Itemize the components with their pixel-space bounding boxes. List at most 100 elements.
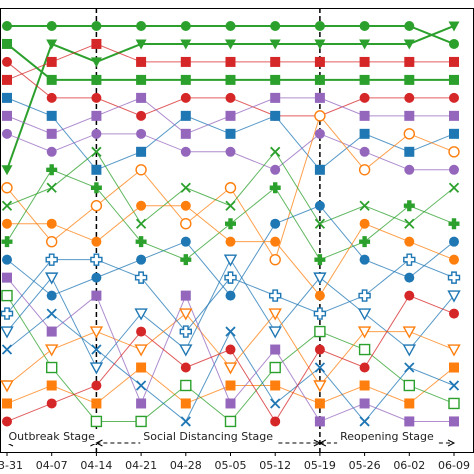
marker bbox=[314, 254, 326, 266]
marker bbox=[359, 56, 370, 67]
marker bbox=[135, 164, 147, 176]
marker bbox=[359, 74, 370, 85]
marker bbox=[1, 165, 13, 176]
marker bbox=[448, 182, 460, 193]
marker bbox=[404, 416, 415, 427]
x-tick-label: 05-05 bbox=[215, 459, 247, 472]
marker bbox=[225, 380, 236, 391]
marker bbox=[270, 416, 281, 427]
marker bbox=[314, 290, 325, 301]
marker bbox=[45, 253, 58, 266]
marker bbox=[404, 164, 415, 175]
marker bbox=[404, 56, 415, 67]
marker bbox=[46, 326, 57, 337]
marker bbox=[223, 362, 238, 375]
marker bbox=[46, 380, 57, 391]
marker bbox=[135, 39, 147, 50]
stage-label-bg bbox=[5, 429, 99, 444]
marker bbox=[404, 74, 415, 85]
marker bbox=[180, 362, 191, 373]
marker bbox=[91, 344, 102, 355]
marker bbox=[46, 20, 57, 31]
marker bbox=[0, 326, 14, 339]
marker bbox=[359, 39, 371, 50]
marker bbox=[449, 92, 459, 103]
marker bbox=[91, 110, 102, 121]
marker bbox=[180, 146, 191, 157]
stage-label-bg bbox=[337, 429, 438, 444]
marker bbox=[224, 182, 237, 194]
marker bbox=[314, 74, 325, 85]
marker bbox=[314, 20, 325, 31]
marker bbox=[46, 290, 57, 301]
marker bbox=[359, 380, 370, 391]
marker bbox=[46, 218, 57, 229]
marker bbox=[402, 326, 416, 339]
marker bbox=[359, 200, 370, 211]
marker bbox=[448, 397, 460, 410]
marker bbox=[2, 218, 12, 229]
marker bbox=[2, 20, 12, 31]
marker bbox=[135, 218, 147, 229]
marker bbox=[91, 92, 102, 103]
marker bbox=[46, 361, 58, 374]
marker bbox=[449, 38, 459, 49]
marker bbox=[225, 74, 236, 85]
marker bbox=[46, 39, 58, 50]
marker bbox=[46, 128, 57, 139]
marker bbox=[2, 128, 12, 139]
marker bbox=[359, 218, 370, 229]
marker bbox=[359, 128, 370, 139]
marker bbox=[404, 290, 415, 301]
marker bbox=[449, 110, 459, 121]
marker bbox=[403, 379, 415, 392]
marker bbox=[314, 39, 326, 50]
marker bbox=[359, 416, 370, 427]
marker bbox=[314, 416, 325, 427]
marker bbox=[2, 110, 12, 121]
marker bbox=[357, 308, 372, 321]
x-tick-label: 05-26 bbox=[349, 459, 381, 472]
marker bbox=[46, 308, 57, 319]
marker bbox=[1, 344, 13, 355]
marker bbox=[91, 38, 102, 49]
marker bbox=[269, 39, 281, 50]
marker bbox=[403, 39, 415, 50]
marker bbox=[225, 56, 236, 67]
marker bbox=[2, 92, 12, 103]
x-tick-label: 05-12 bbox=[259, 459, 291, 472]
marker bbox=[2, 56, 12, 67]
marker bbox=[225, 92, 236, 103]
marker bbox=[1, 200, 13, 211]
marker bbox=[91, 128, 102, 139]
marker bbox=[2, 398, 12, 409]
x-tick-label: 06-09 bbox=[438, 459, 470, 472]
marker bbox=[404, 272, 415, 283]
marker bbox=[134, 344, 148, 357]
x-tick-label: 04-07 bbox=[36, 459, 68, 472]
marker bbox=[448, 21, 460, 32]
marker bbox=[89, 362, 104, 375]
marker bbox=[269, 289, 282, 302]
marker bbox=[46, 146, 57, 157]
marker bbox=[357, 326, 372, 339]
marker bbox=[449, 308, 459, 319]
marker bbox=[404, 92, 415, 103]
marker bbox=[268, 326, 282, 339]
marker bbox=[134, 308, 148, 321]
marker bbox=[314, 110, 326, 122]
stage-label-bg bbox=[140, 429, 277, 444]
marker bbox=[91, 272, 102, 283]
marker bbox=[449, 362, 459, 373]
marker bbox=[268, 308, 282, 321]
marker bbox=[180, 218, 192, 230]
marker bbox=[136, 398, 147, 409]
marker bbox=[404, 20, 415, 31]
marker bbox=[1, 289, 13, 302]
marker bbox=[270, 56, 281, 67]
marker bbox=[180, 39, 192, 50]
marker bbox=[46, 235, 58, 248]
x-tick-label: 04-14 bbox=[80, 459, 112, 472]
marker bbox=[180, 128, 191, 139]
